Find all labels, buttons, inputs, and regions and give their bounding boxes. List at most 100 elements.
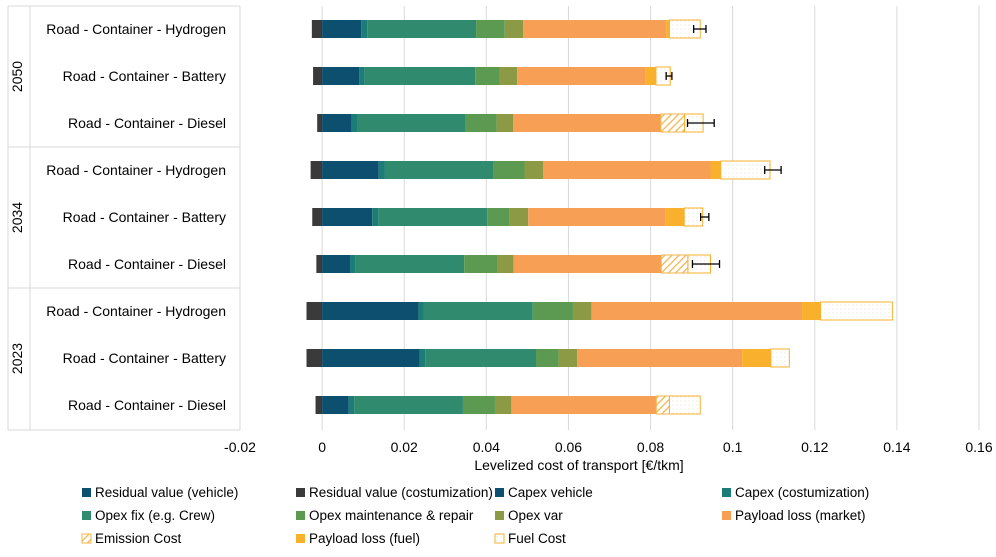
x-axis-title: Levelized cost of transport [€/tkm] <box>474 457 683 473</box>
legend-item-residual-value-vehicle: Residual value (vehicle) <box>82 485 238 500</box>
bar-segment-capex-costumization <box>372 208 379 226</box>
bar-segment-fuel-cost <box>683 207 704 227</box>
legend-swatch <box>495 511 504 520</box>
legend-label: Fuel Cost <box>508 531 566 546</box>
group-label: 2023 <box>9 343 25 374</box>
bar-segment-payload-loss-market <box>517 67 646 85</box>
bar-segment-opex-maintenance-repair <box>465 114 497 132</box>
legend-swatch <box>296 511 305 520</box>
legend-swatch <box>722 488 731 497</box>
bar-segment-emission-cost <box>660 254 689 274</box>
bar-segment-payload-loss-fuel <box>665 208 685 226</box>
bar-segment-capex-vehicle <box>322 208 373 226</box>
legend-item-opex-fix-e-g-crew: Opex fix (e.g. Crew) <box>82 508 215 523</box>
bar-segment-payload-loss-market <box>513 114 661 132</box>
legend-swatch <box>81 533 92 544</box>
bar-segment-payload-loss-fuel <box>645 67 656 85</box>
x-tick-label: 0.14 <box>883 439 910 455</box>
bar-segment-payload-loss-fuel <box>710 161 721 179</box>
x-tick-label: 0.16 <box>965 439 992 455</box>
category-label: Road - Container - Diesel <box>68 397 226 413</box>
bar-segment-payload-loss-market <box>523 20 667 38</box>
bar-segment-capex-costumization <box>418 302 424 320</box>
error-bar <box>691 260 721 268</box>
category-frame <box>7 5 241 431</box>
bar-segment-opex-var <box>496 114 514 132</box>
error-bars <box>665 25 782 268</box>
category-label: Road - Container - Battery <box>63 209 226 225</box>
legend-item-fuel-cost: Fuel Cost <box>494 531 566 546</box>
category-label: Road - Container - Hydrogen <box>46 21 226 37</box>
legend-swatch <box>82 511 91 520</box>
bar-segment-payload-loss-market <box>591 302 803 320</box>
bar-segment-opex-fix-e-g-crew <box>364 67 476 85</box>
bar-segment-capex-vehicle <box>322 114 352 132</box>
bar-segment-residual-value-costumization <box>313 67 323 85</box>
bar-segment-fuel-cost <box>720 160 771 180</box>
bar-segment-opex-maintenance-repair <box>536 349 559 367</box>
legend-item-capex-costumization: Capex (costumization) <box>722 485 869 500</box>
bar-segment-fuel-cost <box>820 301 893 321</box>
category-label: Road - Container - Diesel <box>68 115 226 131</box>
bar-segment-opex-fix-e-g-crew <box>384 161 494 179</box>
bar-segment-opex-fix-e-g-crew <box>423 302 533 320</box>
bar-segment-residual-value-costumization <box>316 255 323 273</box>
bar-segment-opex-maintenance-repair <box>487 208 510 226</box>
bar-segment-residual-value-costumization <box>317 114 323 132</box>
legend-item-opex-var: Opex var <box>495 508 563 523</box>
bar-segment-fuel-cost <box>668 395 701 415</box>
bar-segment-payload-loss-market <box>542 161 711 179</box>
bar-segment-opex-fix-e-g-crew <box>354 396 463 414</box>
bar-segment-capex-vehicle <box>322 396 349 414</box>
bar-segment-opex-var <box>497 255 514 273</box>
bar-segment-opex-var <box>504 20 524 38</box>
bars <box>306 19 893 415</box>
bar-segment-residual-value-costumization <box>315 396 323 414</box>
x-tick-label: 0.02 <box>391 439 418 455</box>
bar-segment-fuel-cost <box>770 348 790 368</box>
x-tick-label: 0.06 <box>555 439 582 455</box>
legend-item-capex-vehicle: Capex vehicle <box>495 485 593 500</box>
legend-swatch <box>296 488 305 497</box>
error-bar <box>686 119 715 127</box>
bar-segment-opex-fix-e-g-crew <box>357 114 466 132</box>
x-tick-label: 0.1 <box>723 439 743 455</box>
bar-segment-opex-var <box>558 349 578 367</box>
category-labels: 2050 Road - Container - Hydrogen Road - Co… <box>9 21 226 413</box>
category-label: Road - Container - Battery <box>63 68 226 84</box>
legend-label: Capex (costumization) <box>735 485 869 500</box>
bar-segment-emission-cost <box>655 395 670 415</box>
legend-label: Residual value (vehicle) <box>95 485 238 500</box>
bar-segment-capex-vehicle <box>322 349 420 367</box>
category-label: Road - Container - Battery <box>63 350 226 366</box>
legend-swatch <box>722 511 731 520</box>
legend-swatch <box>495 488 504 497</box>
x-tick-label: 0.08 <box>637 439 664 455</box>
bar-segment-capex-vehicle <box>322 67 360 85</box>
legend-label: Payload loss (market) <box>735 508 866 523</box>
bar-segment-payload-loss-market <box>577 349 743 367</box>
bar-segment-capex-vehicle <box>322 161 379 179</box>
bar-segment-payload-loss-fuel <box>802 302 821 320</box>
bar-segment-capex-costumization <box>419 349 426 367</box>
bar-segment-opex-var <box>509 208 529 226</box>
legend-label: Opex var <box>508 508 563 523</box>
bar-segment-capex-costumization <box>361 20 368 38</box>
error-bar <box>665 72 673 80</box>
legend-label: Opex maintenance & repair <box>309 508 474 523</box>
legend-swatch <box>82 488 91 497</box>
legend-swatch <box>494 533 505 544</box>
bar-segment-opex-maintenance-repair <box>462 396 495 414</box>
legend-item-residual-value-costumization: Residual value (costumization) <box>296 485 493 500</box>
error-bar <box>699 213 710 221</box>
bar-segment-residual-value-costumization <box>306 302 323 320</box>
bar-segment-payload-loss-market <box>513 255 662 273</box>
bar-segment-opex-fix-e-g-crew <box>378 208 488 226</box>
bar-segment-capex-costumization <box>350 255 356 273</box>
bar-segment-capex-costumization <box>351 114 358 132</box>
bar-segment-payload-loss-fuel <box>666 20 670 38</box>
group-label: 2050 <box>9 61 25 92</box>
legend-label: Residual value (costumization) <box>309 485 493 500</box>
